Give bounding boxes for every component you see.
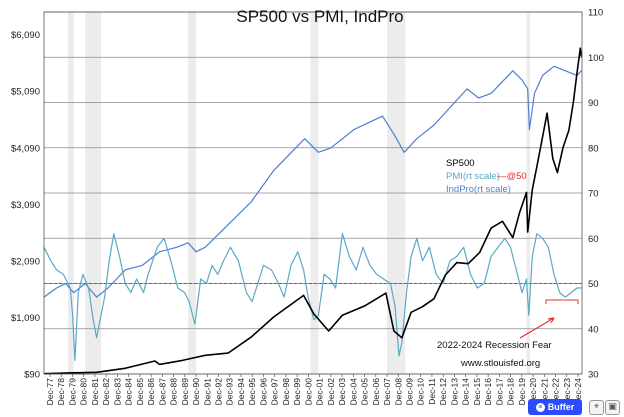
x-tick-label: Dec-84 (124, 378, 134, 406)
annotation-recession-fear: 2022-2024 Recession Fear (437, 340, 552, 351)
x-tick-label: Dec-11 (427, 378, 437, 405)
x-tick-label: Dec-03 (337, 378, 347, 406)
right-tick-label: 100 (588, 53, 604, 64)
x-tick-label: Dec-90 (191, 378, 201, 406)
x-tick-label: Dec-91 (202, 378, 212, 406)
x-tick-label: Dec-96 (258, 378, 268, 406)
annotation-bracket (545, 299, 579, 304)
x-tick-label: Dec-07 (382, 378, 392, 406)
right-tick-label: 30 (588, 370, 599, 381)
x-tick-label: Dec-22 (551, 378, 561, 406)
x-tick-label: Dec-19 (517, 378, 527, 406)
x-tick-label: Dec-01 (315, 378, 325, 406)
axes (43, 11, 583, 375)
left-tick-label: $3,090 (11, 200, 40, 211)
x-tick-label: Dec-24 (573, 378, 583, 406)
x-tick-label: Dec-98 (281, 378, 291, 406)
annotations: 2022-2024 Recession Fear www.stlouisfed.o… (437, 299, 579, 369)
x-tick-label: Dec-06 (371, 378, 381, 406)
x-tick-label: Dec-15 (472, 378, 482, 406)
x-tick-label: Dec-08 (393, 378, 403, 406)
plot-frame (43, 11, 583, 375)
right-tick-label: 50 (588, 279, 599, 290)
x-tick-label: Dec-88 (169, 378, 179, 406)
annotation-arrowhead (547, 317, 555, 324)
x-tick-label: Dec-16 (483, 378, 493, 406)
x-tick-label: Dec-93 (225, 378, 235, 406)
right-tick-label: 90 (588, 98, 599, 109)
x-tick-label: Dec-77 (45, 378, 55, 406)
left-tick-label: $2,090 (11, 256, 40, 267)
x-tick-label: Dec-14 (461, 378, 471, 406)
x-tick-label: Dec-78 (56, 378, 66, 406)
series-line-pmi-rt-scale- (43, 233, 582, 361)
right-tick-label: 110 (588, 8, 603, 19)
series-line-sp500 (43, 47, 583, 375)
x-tick-label: Dec-95 (247, 378, 257, 406)
x-tick-label: Dec-82 (101, 378, 111, 406)
right-tick-label: 40 (588, 324, 599, 335)
x-tick-label: Dec-87 (157, 378, 167, 406)
left-tick-label: $5,090 (11, 87, 40, 98)
right-tick-label: 80 (588, 143, 599, 154)
x-axis-ticks: Dec-77 Dec-78 Dec-79 Dec-80 Dec-81 Dec-82 Dec-… (45, 374, 583, 405)
annotation-source: www.stlouisfed.org (460, 358, 540, 369)
x-tick-label: Dec-09 (404, 378, 414, 406)
x-tick-label: Dec-99 (292, 378, 302, 406)
right-tick-label: 70 (588, 189, 599, 200)
x-tick-label: Dec-13 (449, 378, 459, 406)
legend-entry-indpro: IndPro(rt scale) (446, 184, 511, 195)
chart-legend: SP500 PMI(rt scale)—@50 IndPro(rt scale) (446, 158, 527, 195)
x-tick-label: Dec-23 (562, 378, 572, 406)
x-tick-label: Dec-83 (112, 378, 122, 406)
x-tick-label: Dec-18 (506, 378, 516, 406)
share-icon[interactable]: ⌖ (589, 400, 604, 415)
left-tick-label: $90 (24, 370, 40, 381)
x-tick-label: Dec-81 (90, 378, 100, 406)
x-tick-label: Dec-12 (438, 378, 448, 406)
dock-icon[interactable]: ▣ (605, 400, 620, 415)
x-tick-label: Dec-94 (236, 378, 246, 406)
left-axis-ticks: $90 $1,090 $2,090 $3,090 $4,090 $5,090 $6,090 (11, 30, 40, 380)
right-tick-label: 60 (588, 234, 599, 245)
legend-entry-ref50: —@50 (497, 171, 527, 182)
left-tick-label: $4,090 (11, 143, 40, 154)
chart-title: SP500 vs PMI, IndPro (236, 7, 403, 26)
x-tick-label: Dec-17 (494, 378, 504, 406)
x-tick-label: Dec-79 (67, 378, 77, 406)
left-tick-label: $6,090 (11, 30, 40, 41)
series-lines (43, 47, 583, 375)
x-tick-label: Dec-97 (270, 378, 280, 406)
left-tick-label: $1,090 (11, 313, 40, 324)
x-tick-label: Dec-92 (214, 378, 224, 406)
buffer-button[interactable]: ≡ Buffer (528, 399, 582, 415)
x-tick-label: Dec-20 (528, 378, 538, 406)
annotation-arrow (519, 317, 555, 339)
x-tick-label: Dec-89 (180, 378, 190, 406)
right-axis-ticks: 30 40 50 60 70 80 90 100 110 (588, 8, 604, 381)
legend-entry-pmi: PMI(rt scale) (446, 171, 500, 182)
x-tick-label: Dec-80 (79, 378, 89, 406)
x-tick-label: Dec-04 (348, 378, 358, 406)
x-tick-label: Dec-05 (360, 378, 370, 406)
buffer-logo-icon: ≡ (535, 402, 545, 412)
buffer-label: Buffer (547, 402, 575, 412)
x-tick-label: Dec-00 (303, 378, 313, 406)
series-line-indpro-rt-scale- (43, 65, 582, 298)
x-tick-label: Dec-86 (146, 378, 156, 406)
x-tick-label: Dec-10 (416, 378, 426, 406)
x-tick-label: Dec-02 (326, 378, 336, 406)
x-tick-label: Dec-21 (539, 378, 549, 406)
legend-entry-sp500: SP500 (446, 158, 475, 169)
x-tick-label: Dec-85 (135, 378, 145, 406)
